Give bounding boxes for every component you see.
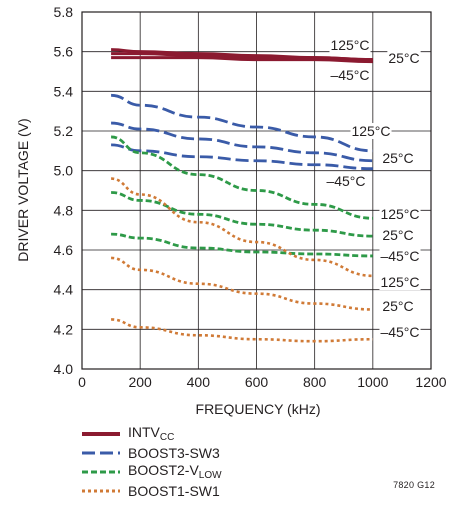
y-tick-label: 4.4 — [54, 282, 74, 298]
temperature-label: –45°C — [380, 324, 419, 340]
legend-item-boost2-vlow: BOOST2-VLOW — [82, 462, 322, 481]
series-line — [111, 143, 373, 171]
y-tick-label: 4.6 — [54, 242, 74, 258]
y-tick-label: 4.8 — [54, 202, 74, 218]
temperature-label-backing — [379, 206, 421, 222]
series-line — [111, 56, 373, 64]
temperature-label-backing — [329, 67, 371, 83]
series-line — [110, 135, 373, 220]
y-tick-label: 5.6 — [54, 44, 74, 60]
temperature-label-backing — [379, 324, 421, 340]
temperature-label: 125°C — [351, 123, 390, 139]
temperature-label: 25°C — [388, 50, 419, 66]
legend-item-intvcc: INTVCC — [82, 424, 322, 443]
series-line — [111, 52, 373, 62]
temperature-label: –45°C — [326, 173, 365, 189]
figure-id: 7820 G12 — [393, 480, 435, 490]
temperature-label-backing — [350, 123, 392, 139]
legend-item-boost3-sw3: BOOST3-SW3 — [82, 443, 322, 462]
legend: INTVCC BOOST3-SW3 BOOST2-VLOW BOOST1-SW1 — [82, 424, 322, 500]
x-tick-label: 800 — [303, 374, 327, 390]
series-line — [110, 177, 373, 278]
legend-label-boost1-sw1: BOOST1-SW1 — [128, 482, 220, 499]
y-tick-label: 5.2 — [54, 123, 74, 139]
temperature-label-backing — [381, 298, 415, 314]
series-line — [111, 318, 373, 343]
temperature-label-backing — [329, 37, 371, 53]
x-axis-label: FREQUENCY (kHz) — [196, 401, 321, 417]
x-tick-label: 600 — [245, 374, 269, 390]
temperature-label-backing — [387, 50, 421, 66]
tick-labels: 0 200 400 600 800 1000 1200 4.0 4.2 4.4 4.6 4.8 5.0 5… — [54, 4, 447, 390]
y-tick-label: 5.8 — [54, 4, 74, 20]
grid — [82, 12, 431, 369]
y-axis-label: DRIVER VOLTAGE (V) — [15, 118, 31, 261]
legend-label-intvcc: INTVCC — [128, 424, 175, 443]
temperature-label: 125°C — [380, 206, 419, 222]
temperature-label-backing — [379, 274, 421, 290]
y-tick-label: 5.0 — [54, 163, 74, 179]
legend-swatch-boost3-sw3 — [82, 451, 120, 454]
temperature-label: 125°C — [330, 37, 369, 53]
temperature-label: 25°C — [382, 298, 413, 314]
legend-label-boost3-sw3: BOOST3-SW3 — [128, 444, 220, 461]
series-layer — [110, 48, 373, 343]
x-tick-label: 400 — [187, 374, 211, 390]
temperature-label: 25°C — [382, 150, 413, 166]
temperature-label: –45°C — [380, 248, 419, 264]
x-tick-label: 1200 — [415, 374, 446, 390]
series-line — [111, 121, 373, 163]
series-line — [111, 93, 373, 153]
temperature-label: –45°C — [330, 67, 369, 83]
temperature-label: 125°C — [380, 274, 419, 290]
x-tick-label: 0 — [78, 374, 86, 390]
plot-frame — [81, 11, 432, 370]
x-tick-label: 200 — [128, 374, 152, 390]
y-tick-label: 5.4 — [54, 83, 74, 99]
x-tick-label: 1000 — [357, 374, 388, 390]
temperature-annotations: 125°C 25°C –45°C 125°C 25°C –45°C 125°C 25°C –45… — [325, 37, 421, 340]
temperature-label-backing — [325, 173, 367, 189]
temperature-label-backing — [381, 227, 415, 243]
legend-item-boost1-sw1: BOOST1-SW1 — [82, 481, 322, 500]
series-line — [111, 232, 373, 258]
temperature-label: 25°C — [382, 227, 413, 243]
temperature-label-backing — [379, 248, 421, 264]
temperature-label-backing — [381, 150, 415, 166]
series-line — [110, 256, 373, 311]
legend-label-boost2-vlow: BOOST2-VLOW — [128, 462, 222, 481]
y-tick-label: 4.0 — [54, 361, 74, 377]
legend-swatch-intvcc — [82, 431, 120, 436]
driver-voltage-chart: 0 200 400 600 800 1000 1200 4.0 4.2 4.4 4.6 4.8 5.0 5… — [15, 4, 447, 417]
y-tick-label: 4.2 — [54, 321, 74, 337]
legend-swatch-boost2-vlow — [82, 470, 120, 473]
series-line — [111, 191, 373, 238]
legend-swatch-boost1-sw1 — [82, 489, 120, 492]
